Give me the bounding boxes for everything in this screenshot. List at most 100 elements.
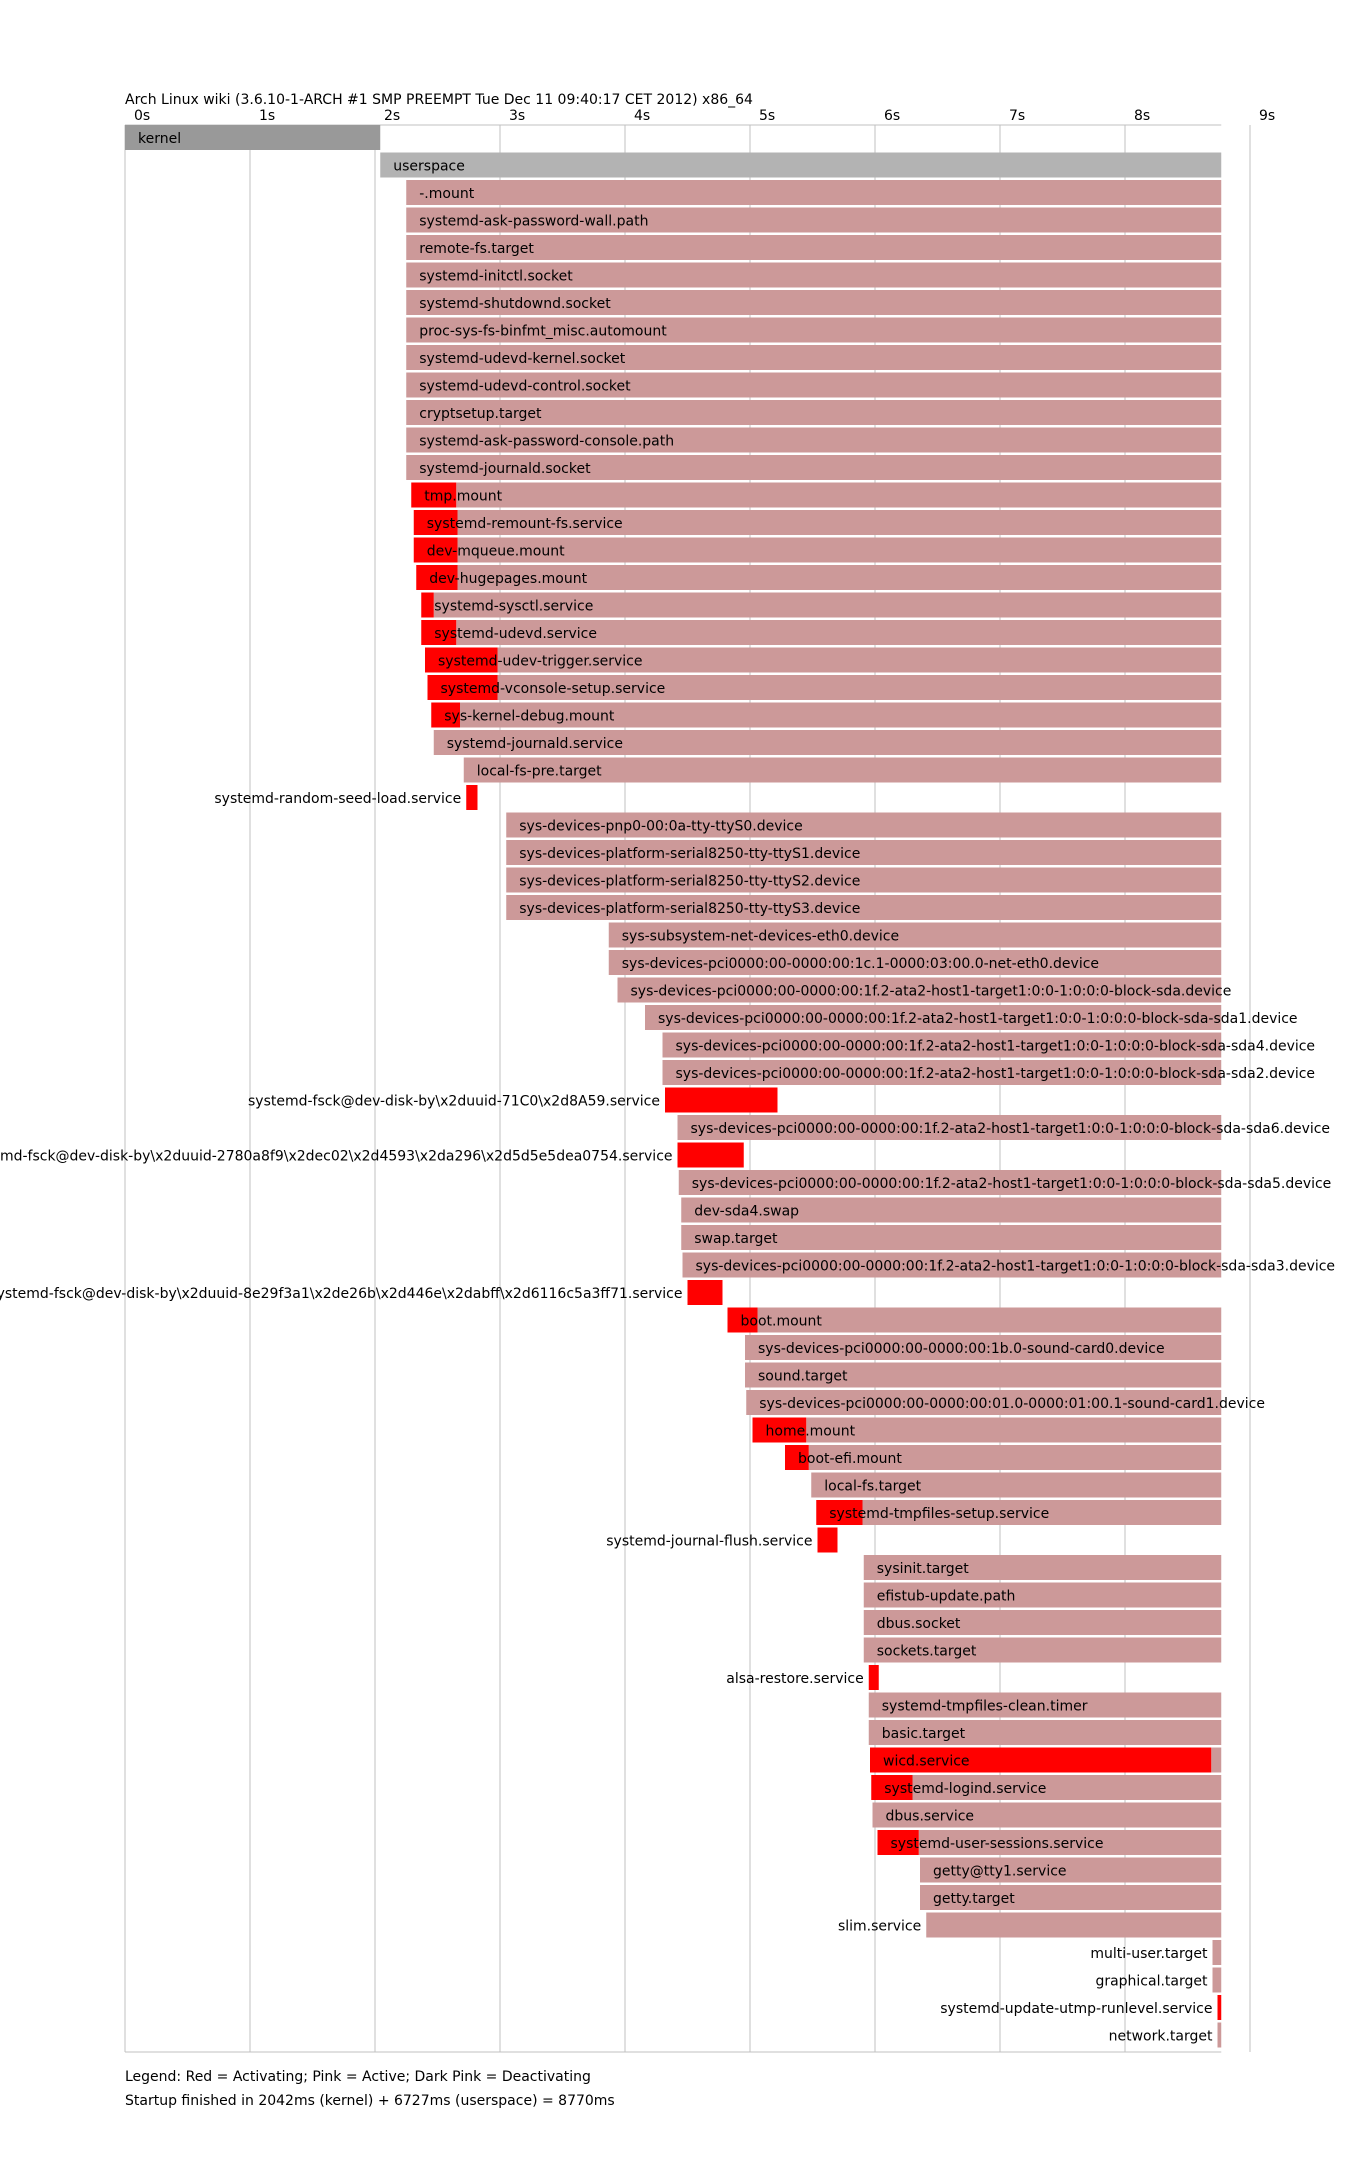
unit-label: systemd-initctl.socket xyxy=(419,269,573,285)
active-bar xyxy=(745,1335,1222,1360)
unit-label: sys-devices-pci0000:00-0000:00:1f.2-ata2… xyxy=(658,1011,1298,1027)
x-tick-label: 4s xyxy=(634,108,650,124)
unit-label: alsa-restore.service xyxy=(726,1671,863,1687)
activating-bar xyxy=(871,1775,913,1800)
unit-label: sys-devices-platform-serial8250-tty-ttyS… xyxy=(519,846,860,862)
unit-label: sys-devices-pci0000:00-0000:00:1f.2-ata2… xyxy=(692,1176,1332,1192)
active-bar xyxy=(863,1610,1222,1635)
unit-label: sys-devices-pci0000:00-0000:00:1b.0-soun… xyxy=(758,1341,1165,1357)
unit-label: sys-devices-pci0000:00-0000:00:1f.2-ata2… xyxy=(691,1121,1331,1137)
active-bar xyxy=(608,922,1222,948)
unit-label: systemd-ask-password-wall.path xyxy=(419,214,648,230)
unit-label: remote-fs.target xyxy=(419,241,534,257)
unit-label: sockets.target xyxy=(877,1644,977,1660)
active-bar xyxy=(456,620,1222,645)
active-bar xyxy=(811,1472,1222,1498)
x-tick-label: 5s xyxy=(759,108,775,124)
unit-label: boot.mount xyxy=(741,1314,823,1330)
bar-layer xyxy=(125,125,1222,2048)
label-layer: kernel userspace -.mount systemd-ask-passwo… xyxy=(0,131,1335,2045)
activating-bar xyxy=(870,1747,1212,1773)
unit-label: kernel xyxy=(138,131,181,147)
unit-label: systemd-shutdownd.socket xyxy=(419,296,611,312)
active-bar xyxy=(863,1637,1222,1663)
unit-label: dbus.service xyxy=(886,1809,975,1825)
unit-label: dev-sda4.swap xyxy=(694,1204,799,1220)
chart-title: Arch Linux wiki (3.6.10-1-ARCH #1 SMP PR… xyxy=(125,92,753,108)
active-bar xyxy=(617,977,1222,1003)
activating-bar xyxy=(431,702,460,728)
active-bar xyxy=(808,1445,1222,1470)
active-bar xyxy=(1211,1747,1222,1773)
active-bar xyxy=(506,812,1222,838)
activating-bar xyxy=(427,675,498,700)
activating-bar xyxy=(413,510,458,535)
activating-bar xyxy=(727,1307,758,1333)
unit-label: slim.service xyxy=(838,1919,921,1935)
active-bar xyxy=(920,1885,1222,1910)
unit-label: getty@tty1.service xyxy=(933,1864,1067,1880)
active-bar xyxy=(456,482,1222,508)
active-bar xyxy=(662,1060,1222,1085)
unit-label: multi-user.target xyxy=(1090,1946,1208,1962)
active-bar xyxy=(1212,1940,1222,1965)
activating-bar xyxy=(665,1087,778,1113)
active-bar xyxy=(868,1692,1222,1718)
x-tick-label: 1s xyxy=(259,108,275,124)
tick-layer: 0s 1s 2s 3s 4s 5s 6s 7s 8s 9s xyxy=(134,108,1275,124)
active-bar xyxy=(433,730,1222,755)
active-bar xyxy=(806,1417,1222,1443)
unit-label: sys-kernel-debug.mount xyxy=(444,709,615,725)
unit-label: systemd-journald.service xyxy=(447,736,623,752)
active-bar xyxy=(406,372,1222,398)
unit-label: dev-mqueue.mount xyxy=(427,544,565,560)
unit-label: systemd-fsck@dev-disk-by\x2duuid-2780a8f… xyxy=(0,1149,673,1165)
activating-bar xyxy=(817,1527,838,1553)
unit-label: systemd-udevd-control.socket xyxy=(419,379,631,395)
active-bar xyxy=(678,1170,1222,1195)
unit-label: dev-hugepages.mount xyxy=(429,571,587,587)
unit-label: cryptsetup.target xyxy=(419,406,542,422)
active-bar xyxy=(406,207,1222,233)
activating-bar xyxy=(421,592,434,618)
active-bar xyxy=(406,262,1222,288)
unit-label: systemd-udevd-kernel.socket xyxy=(419,351,625,367)
active-bar xyxy=(868,1720,1222,1745)
active-bar xyxy=(497,647,1222,673)
active-bar xyxy=(918,1830,1222,1855)
x-tick-label: 6s xyxy=(884,108,900,124)
active-bar xyxy=(460,702,1222,728)
active-bar xyxy=(506,867,1222,893)
unit-label: sys-devices-pci0000:00-0000:00:01.0-0000… xyxy=(759,1396,1265,1412)
activating-bar xyxy=(411,482,457,508)
unit-label: systemd-random-seed-load.service xyxy=(214,791,461,807)
x-tick-label: 2s xyxy=(384,108,400,124)
active-bar xyxy=(457,537,1222,563)
active-bar xyxy=(433,592,1222,618)
active-bar xyxy=(662,1032,1222,1058)
unit-label: local-fs-pre.target xyxy=(477,764,602,780)
unit-label: systemd-journal-flush.service xyxy=(606,1534,812,1550)
active-bar xyxy=(608,950,1222,975)
active-bar xyxy=(745,1362,1222,1388)
active-bar xyxy=(406,317,1222,343)
legend-text: Legend: Red = Activating; Pink = Active;… xyxy=(125,2069,591,2085)
active-bar xyxy=(406,427,1222,453)
active-bar xyxy=(457,565,1222,590)
unit-label: swap.target xyxy=(694,1231,778,1247)
unit-label: systemd-update-utmp-runlevel.service xyxy=(940,2001,1212,2017)
active-bar xyxy=(406,290,1222,315)
unit-label: sys-devices-pci0000:00-0000:00:1f.2-ata2… xyxy=(696,1259,1336,1275)
unit-label: systemd-logind.service xyxy=(884,1781,1046,1797)
unit-label: local-fs.target xyxy=(824,1479,921,1495)
unit-label: systemd-tmpfiles-clean.timer xyxy=(882,1699,1088,1715)
unit-label: sysinit.target xyxy=(877,1561,970,1577)
unit-label: sound.target xyxy=(758,1369,848,1385)
active-bar xyxy=(406,235,1222,260)
activating-bar xyxy=(877,1830,919,1855)
unit-label: systemd-ask-password-console.path xyxy=(419,434,674,450)
unit-label: systemd-vconsole-setup.service xyxy=(441,681,666,697)
activating-bar xyxy=(425,647,498,673)
active-bar xyxy=(497,675,1222,700)
